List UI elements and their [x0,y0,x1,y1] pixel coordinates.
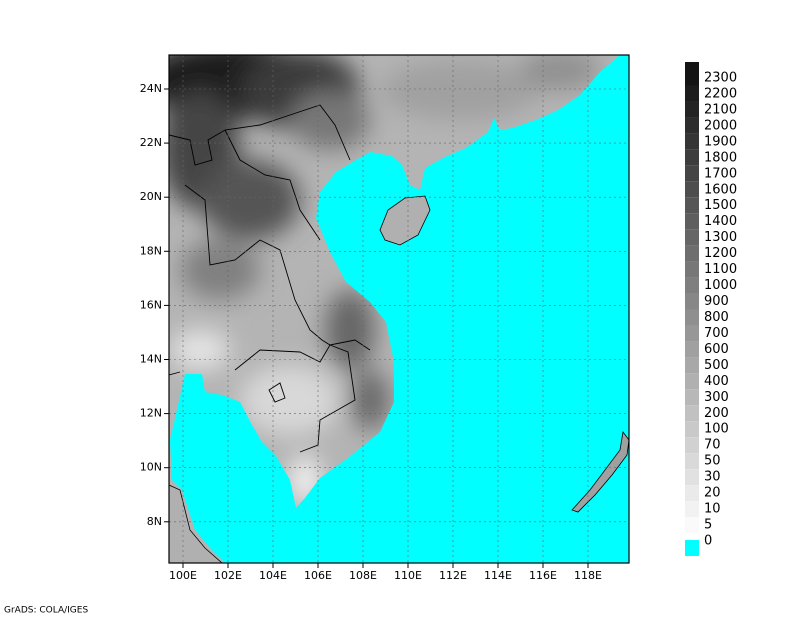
colorbar-label: 1700 [704,166,737,181]
lat-label: 22N [140,136,162,149]
lon-label: 108E [349,569,377,582]
colorbar-label: 400 [704,374,729,389]
colorbar-box [685,293,699,310]
colorbar-label: 1000 [704,278,737,293]
terrain-shading [169,55,600,505]
lon-label: 100E [169,569,197,582]
lat-label: 10N [140,461,162,474]
colorbar-box [685,421,699,438]
lat-label: 16N [140,298,162,311]
lat-label: 14N [140,353,162,366]
colorbar-label: 2200 [704,86,737,101]
colorbar-box [685,101,699,118]
colorbar-label: 70 [704,438,721,453]
lon-label: 106E [304,569,332,582]
colorbar-label: 200 [704,406,729,421]
map-area [169,55,629,563]
colorbar-box [685,341,699,358]
colorbar-box [685,133,699,150]
colorbar-box [685,229,699,246]
colorbar-label: 900 [704,294,729,309]
colorbar-label: 1600 [704,182,737,197]
colorbar-box [685,62,699,86]
borders [169,104,371,453]
lon-label: 110E [394,569,422,582]
colorbar-label: 600 [704,342,729,357]
colorbar-box [685,405,699,422]
colorbar-box [685,540,699,556]
colorbar-label: 2100 [704,102,737,117]
lon-label: 118E [574,569,602,582]
lat-label: 20N [140,190,162,203]
lat-label: 8N [147,515,162,528]
colorbar-box [685,325,699,342]
colorbar-label: 800 [704,310,729,325]
sea [170,55,629,563]
colorbar-label: 1500 [704,198,737,213]
colorbar-label: 1300 [704,230,737,245]
colorbar-label: 1100 [704,262,737,277]
colorbar-label: 0 [704,534,712,549]
colorbar-box [685,437,699,454]
lon-label: 104E [259,569,287,582]
footer: GrADS: COLA/IGES [4,606,88,616]
colorbar-label: 100 [704,422,729,437]
malay-coast [169,484,223,563]
colorbar-label: 1400 [704,214,737,229]
lon-label: 114E [484,569,512,582]
colorbar-label: 700 [704,326,729,341]
lat-label: 18N [140,244,162,257]
colorbar-label: 1200 [704,246,737,261]
colorbar-label: 1800 [704,150,737,165]
axes: 24N 22N 20N 18N 16N 14N 12N 10N 8N 100E 102E 104E 10… [140,82,602,582]
lat-label: 12N [140,407,162,420]
colorbar-box [685,213,699,230]
lon-label: 112E [439,569,467,582]
colorbar-label: 2000 [704,118,737,133]
colorbar-label: 20 [704,486,721,501]
colorbar-label: 1900 [704,134,737,149]
lon-label: 116E [529,569,557,582]
colorbar-label: 30 [704,470,721,485]
colorbar-box [685,181,699,198]
colorbar-box [685,245,699,262]
colorbar-box [685,85,699,102]
colorbar-box [685,517,699,534]
grid [169,55,629,563]
colorbar-box [685,469,699,486]
colorbar-box [685,389,699,406]
colorbar-label: 500 [704,358,729,373]
colorbar-box [685,117,699,134]
colorbar-box [685,165,699,182]
colorbar-box [685,309,699,326]
colorbar-box [685,261,699,278]
hainan [379,195,431,246]
colorbar-label: 300 [704,390,729,405]
map-frame [168,54,630,564]
colorbar-label: 5 [704,518,712,533]
colorbar-label: 2300 [704,71,737,86]
colorbar-box [685,197,699,214]
colorbar-label: 50 [704,454,721,469]
colorbar-box [685,357,699,374]
colorbar-label: 10 [704,502,721,517]
colorbar-box [685,277,699,294]
colorbar-box [685,453,699,470]
colorbar: 2300220021002000190018001700160015001400… [685,62,737,556]
colorbar-box [685,485,699,502]
colorbar-box [685,149,699,166]
colorbar-box [685,501,699,518]
colorbar-box [685,373,699,390]
lon-label: 102E [214,569,242,582]
lat-label: 24N [140,82,162,95]
luzon [571,431,629,513]
